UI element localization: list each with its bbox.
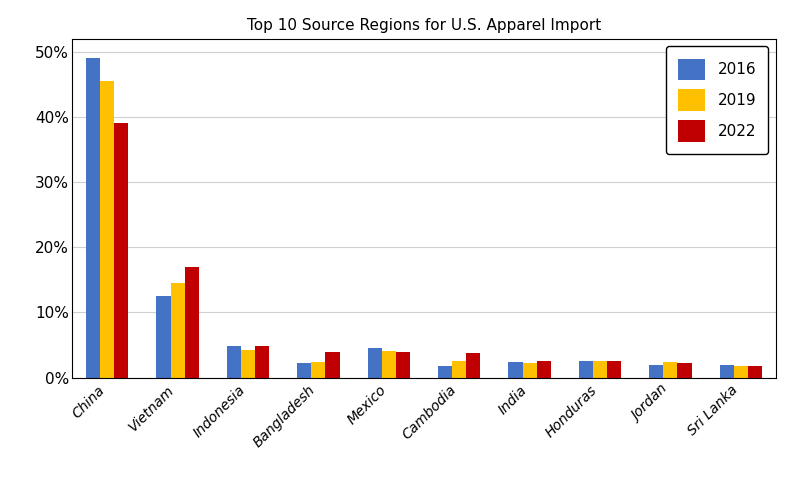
Bar [579,361,593,378]
Bar [537,361,550,378]
Bar [720,365,734,378]
Bar [734,366,748,378]
Bar [438,366,452,378]
Bar [185,267,198,378]
Bar [748,366,762,378]
Bar [241,350,255,378]
Bar [607,361,621,378]
Bar [466,353,480,378]
Bar [170,283,185,378]
Bar [227,346,241,378]
Title: Top 10 Source Regions for U.S. Apparel Import: Top 10 Source Regions for U.S. Apparel I… [247,18,601,33]
Bar [326,352,339,378]
Bar [650,365,663,378]
Bar [509,362,522,378]
Bar [368,348,382,378]
Bar [382,351,396,378]
Bar [157,296,170,378]
Bar [114,123,128,378]
Bar [255,346,269,378]
Bar [311,362,326,378]
Bar [522,363,537,378]
Bar [593,361,607,378]
Bar [396,352,410,378]
Bar [100,81,114,378]
Bar [298,363,311,378]
Bar [678,363,691,378]
Bar [663,362,678,378]
Bar [86,58,100,378]
Bar [452,361,466,378]
Legend: 2016, 2019, 2022: 2016, 2019, 2022 [666,46,768,154]
